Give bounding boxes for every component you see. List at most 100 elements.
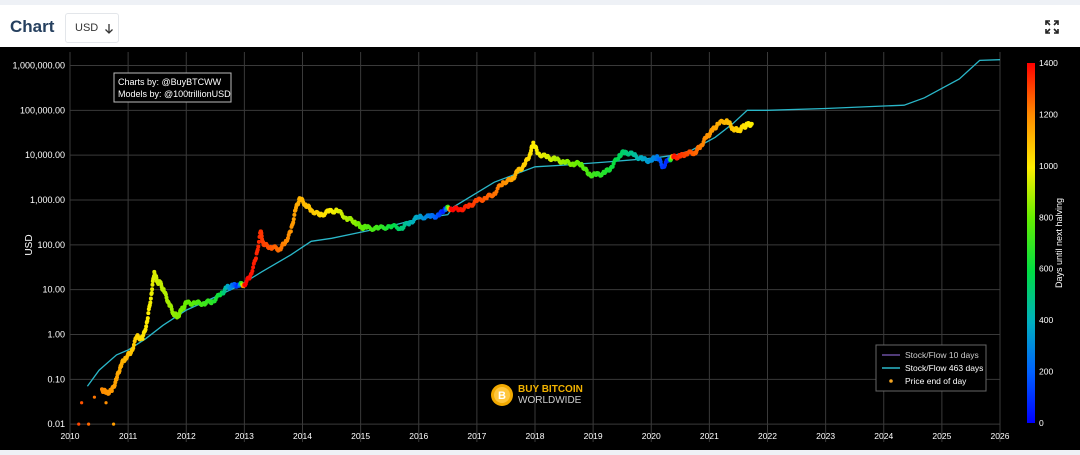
y-tick-label: 1,000.00 — [30, 195, 65, 205]
price-point — [131, 342, 136, 347]
y-tick-label: 10.00 — [42, 285, 65, 295]
x-tick-label: 2017 — [467, 431, 486, 441]
x-tick-label: 2014 — [293, 431, 312, 441]
y-tick-label: 100.00 — [37, 240, 65, 250]
price-point — [148, 296, 153, 301]
price-point — [655, 154, 660, 159]
chart-panel: Chart USD 0.01 0.10 1.00 10.00 100.00 1,000.0… — [0, 5, 1080, 450]
price-point — [140, 336, 145, 341]
x-tick-label: 2013 — [235, 431, 254, 441]
colorbar-ticks: 0 200 400 600 800 1000 1200 1400 — [1039, 58, 1058, 428]
x-tick-label: 2024 — [874, 431, 893, 441]
price-point — [534, 148, 539, 153]
logo-letter: B — [498, 390, 506, 402]
chart-area: 0.01 0.10 1.00 10.00 100.00 1,000.00 10,000.00… — [0, 47, 1080, 450]
price-point — [92, 395, 97, 399]
y-tick-label: 10,000.00 — [25, 150, 65, 160]
price-point — [144, 324, 149, 329]
legend-item-sf463[interactable]: Stock/Flow 463 days — [905, 363, 983, 373]
price-point — [288, 229, 293, 234]
x-tick-label: 2016 — [409, 431, 428, 441]
price-point — [150, 287, 155, 292]
colorbar — [1027, 63, 1035, 423]
grid — [69, 52, 1001, 442]
legend-item-price[interactable]: Price end of day — [905, 376, 967, 386]
price-point — [658, 159, 663, 164]
price-point — [131, 346, 136, 351]
price-point — [109, 388, 114, 393]
price-point — [251, 265, 256, 270]
x-tick-label: 2026 — [991, 431, 1010, 441]
price-point — [148, 300, 153, 305]
x-tick-label: 2025 — [932, 431, 951, 441]
x-tick-label: 2021 — [700, 431, 719, 441]
legend: Stock/Flow 10 days Stock/Flow 463 days P… — [875, 344, 987, 392]
chart-header: Chart USD — [0, 5, 1080, 47]
x-tick-label: 2023 — [816, 431, 835, 441]
x-tick-label: 2015 — [351, 431, 370, 441]
colorbar-tick-label: 1400 — [1039, 58, 1058, 68]
y-axis-label: USD — [24, 234, 35, 255]
x-tick-label: 2022 — [758, 431, 777, 441]
price-dots — [77, 118, 754, 426]
attribution-box: Charts by: @BuyBTCWW Models by: @100tril… — [113, 72, 232, 103]
attribution-line-1: Charts by: @BuyBTCWW — [118, 77, 222, 87]
x-tick-label: 2012 — [177, 431, 196, 441]
price-point — [494, 189, 499, 194]
price-point — [163, 292, 168, 297]
colorbar-tick-label: 1000 — [1039, 161, 1058, 171]
y-tick-label: 100,000.00 — [20, 105, 65, 115]
currency-value: USD — [75, 22, 99, 34]
watermark-line-1: BUY BITCOIN — [518, 384, 583, 395]
stock-flow-463-path — [86, 59, 1001, 387]
price-point — [256, 244, 261, 249]
x-axis: 2010 2011 2012 2013 2014 2015 2016 2017 2018 2019… — [61, 431, 1010, 441]
price-point — [291, 217, 296, 222]
price-point — [254, 256, 258, 261]
price-point — [115, 375, 120, 380]
watermark-line-2: WORLDWIDE — [518, 395, 582, 406]
colorbar-tick-label: 800 — [1039, 212, 1053, 222]
colorbar-tick-label: 0 — [1039, 418, 1044, 428]
price-point — [146, 311, 151, 316]
page-title: Chart — [10, 17, 55, 36]
currency-select[interactable]: USD — [65, 13, 119, 43]
price-point — [610, 164, 615, 169]
x-tick-label: 2018 — [526, 431, 545, 441]
y-axis: 0.01 0.10 1.00 10.00 100.00 1,000.00 10,000.00… — [12, 60, 65, 429]
price-point — [255, 247, 260, 252]
stock-flow-463-line — [86, 59, 1001, 387]
price-point — [145, 316, 150, 321]
price-point — [150, 282, 155, 287]
price-point — [250, 269, 255, 274]
price-point — [143, 327, 148, 332]
chart-svg: 0.01 0.10 1.00 10.00 100.00 1,000.00 10,000.00… — [12, 52, 1064, 442]
price-point — [87, 422, 91, 426]
price-point — [117, 368, 122, 373]
y-tick-label: 1,000,000.00 — [12, 60, 65, 70]
attribution-line-2: Models by: @100trillionUSD — [118, 89, 231, 99]
price-point — [111, 422, 116, 426]
arrow-down-icon — [105, 24, 113, 34]
price-point — [259, 231, 264, 236]
colorbar-tick-label: 400 — [1039, 315, 1053, 325]
x-tick-label: 2010 — [61, 431, 80, 441]
colorbar-label: Days until next halving — [1054, 198, 1064, 288]
expand-icon[interactable] — [1044, 19, 1060, 35]
price-point — [77, 422, 81, 426]
legend-item-sf10[interactable]: Stock/Flow 10 days — [905, 350, 979, 360]
price-point — [749, 121, 754, 126]
legend-swatch-price — [889, 379, 893, 383]
price-point — [285, 236, 290, 241]
price-point — [80, 401, 84, 405]
y-tick-label: 1.00 — [47, 329, 65, 339]
colorbar-tick-label: 200 — [1039, 367, 1053, 377]
colorbar-tick-label: 600 — [1039, 264, 1053, 274]
price-point — [292, 212, 297, 217]
price-point — [149, 291, 154, 296]
x-tick-label: 2011 — [119, 431, 138, 441]
watermark-logo: B BUY BITCOIN WORLDWIDE — [491, 384, 583, 406]
x-tick-label: 2020 — [642, 431, 661, 441]
price-point — [256, 239, 261, 244]
price-point — [259, 234, 264, 239]
